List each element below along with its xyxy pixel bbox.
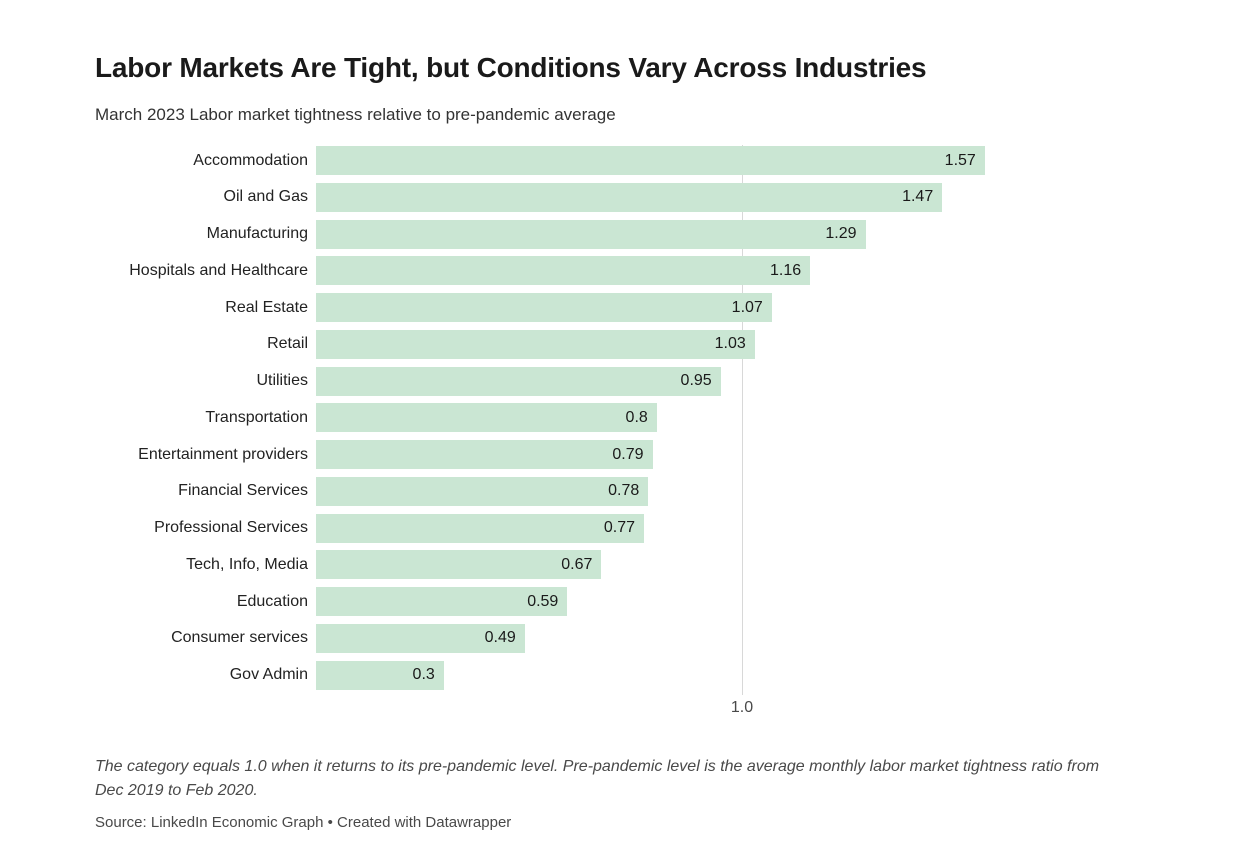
bar-area: 0.8	[316, 403, 1195, 433]
bar-area: 0.95	[316, 366, 1195, 396]
bar-row: Hospitals and Healthcare 1.16	[95, 252, 1195, 289]
category-label: Utilities	[256, 372, 308, 390]
bar-area: 1.29	[316, 219, 1195, 249]
bar[interactable]: 0.8	[316, 403, 657, 433]
bar-area: 0.49	[316, 623, 1195, 653]
bar-area: 0.79	[316, 440, 1195, 470]
chart-title: Labor Markets Are Tight, but Conditions …	[95, 52, 927, 83]
category-label: Consumer services	[171, 629, 308, 647]
category-label: Accommodation	[193, 151, 308, 169]
bar[interactable]: 0.59	[316, 587, 568, 617]
bar-row: Gov Admin 0.3	[95, 657, 1195, 694]
bar-value-label: 1.07	[731, 298, 763, 316]
bar-row: Entertainment providers 0.79	[95, 436, 1195, 473]
bar-row: Tech, Info, Media 0.67	[95, 546, 1195, 583]
category-label: Gov Admin	[229, 666, 308, 684]
source-line: Source: LinkedIn Economic Graph • Create…	[95, 814, 512, 832]
bar-row: Retail 1.03	[95, 326, 1195, 363]
bar[interactable]: 0.67	[316, 550, 602, 580]
bar[interactable]: 1.03	[316, 329, 755, 359]
bar-value-label: 0.77	[603, 519, 636, 537]
bar-value-label: 1.16	[770, 261, 802, 279]
bar-area: 1.57	[316, 146, 1195, 176]
bar-row: Manufacturing 1.29	[95, 216, 1195, 253]
bar[interactable]: 0.77	[316, 513, 645, 543]
bar-row: Professional Services 0.77	[95, 510, 1195, 547]
bar-chart: Accommodation 1.57 Oil and Gas 1.47 Manufact…	[95, 142, 1195, 725]
category-label: Real Estate	[225, 298, 308, 316]
bar[interactable]: 1.29	[316, 219, 866, 249]
bar-row: Utilities 0.95	[95, 363, 1195, 400]
bar-value-label: 0.78	[608, 482, 640, 500]
bar-area: 1.03	[316, 329, 1195, 359]
category-label: Education	[236, 592, 308, 610]
bar[interactable]: 0.49	[316, 623, 525, 653]
bar[interactable]: 0.95	[316, 366, 721, 396]
bar-value-label: 1.29	[825, 225, 857, 243]
bar-rows: Accommodation 1.57 Oil and Gas 1.47 Manufact…	[95, 142, 1195, 696]
bar-area: 0.59	[316, 587, 1195, 617]
reference-line	[742, 145, 743, 696]
bar-row: Education 0.59	[95, 583, 1195, 620]
bar-value-label: 0.95	[680, 372, 712, 390]
bar-row: Real Estate 1.07	[95, 289, 1195, 326]
bar[interactable]: 0.78	[316, 476, 649, 506]
bar-area: 0.78	[316, 476, 1195, 506]
bar[interactable]: 1.47	[316, 182, 943, 212]
category-label: Retail	[267, 335, 308, 353]
bar-value-label: 0.59	[527, 592, 559, 610]
category-label: Financial Services	[178, 482, 308, 500]
bar-value-label: 0.3	[412, 666, 435, 684]
footnote: The category equals 1.0 when it returns …	[95, 758, 1100, 800]
bar[interactable]: 1.07	[316, 293, 772, 323]
x-axis: 1.0	[95, 699, 1195, 725]
bar-value-label: 1.03	[714, 335, 746, 353]
bar-value-label: 0.67	[561, 555, 593, 573]
bar-value-label: 1.57	[944, 151, 976, 169]
bar[interactable]: 1.16	[316, 256, 811, 286]
bar-area: 0.67	[316, 550, 1195, 580]
bar-row: Accommodation 1.57	[95, 142, 1195, 179]
bar-value-label: 0.49	[484, 629, 516, 647]
bar[interactable]: 0.3	[316, 660, 444, 690]
bar-row: Consumer services 0.49	[95, 620, 1195, 657]
category-label: Manufacturing	[206, 225, 308, 243]
bar-value-label: 0.79	[612, 445, 644, 463]
bar-row: Transportation 0.8	[95, 399, 1195, 436]
bar-value-label: 0.8	[625, 408, 648, 426]
bar-area: 1.16	[316, 256, 1195, 286]
bar-area: 1.47	[316, 182, 1195, 212]
bar-row: Oil and Gas 1.47	[95, 179, 1195, 216]
bar-area: 0.3	[316, 660, 1195, 690]
category-label: Professional Services	[154, 519, 308, 537]
chart-subtitle: March 2023 Labor market tightness relati…	[95, 105, 616, 125]
bar[interactable]: 0.79	[316, 440, 653, 470]
bar-area: 1.07	[316, 293, 1195, 323]
category-label: Tech, Info, Media	[186, 555, 308, 573]
category-label: Entertainment providers	[138, 445, 308, 463]
bar-row: Financial Services 0.78	[95, 473, 1195, 510]
bar-area: 0.77	[316, 513, 1195, 543]
category-label: Hospitals and Healthcare	[129, 261, 308, 279]
bar[interactable]: 1.57	[316, 146, 985, 176]
category-label: Oil and Gas	[223, 188, 308, 206]
category-label: Transportation	[205, 408, 308, 426]
bar-value-label: 1.47	[902, 188, 934, 206]
axis-tick-label: 1.0	[730, 699, 754, 717]
